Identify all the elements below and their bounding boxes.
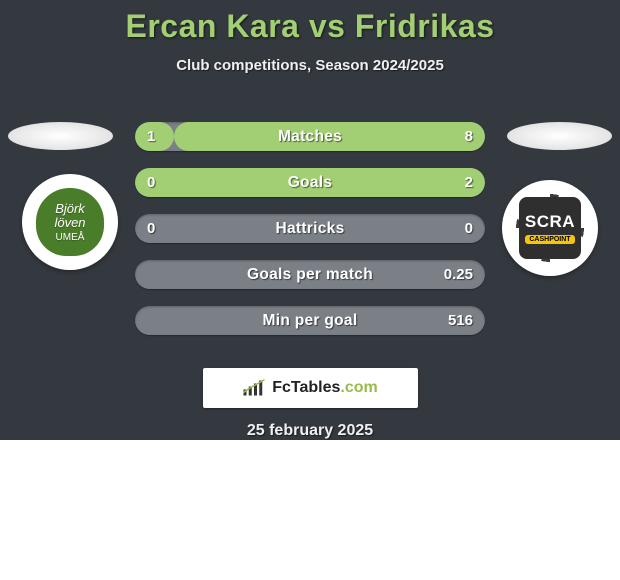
flag-right	[507, 122, 612, 150]
brand-name: FcTables	[272, 379, 340, 396]
stat-label: Matches	[135, 122, 485, 151]
date-text: 25 february 2025	[0, 422, 620, 440]
club-right-sponsor: CASHPOINT	[525, 235, 574, 244]
club-left-line3: UMEÅ	[56, 232, 85, 243]
stat-label: Goals	[135, 168, 485, 197]
stat-label: Hattricks	[135, 214, 485, 243]
club-logo-left-text: Björk löven UMEÅ	[22, 202, 118, 244]
stat-row: 1Matches8	[135, 122, 485, 151]
stat-label: Goals per match	[135, 260, 485, 289]
club-left-line2: löven	[54, 215, 85, 230]
stat-value-right: 2	[465, 168, 473, 197]
club-logo-right: SCRA CASHPOINT	[502, 180, 598, 276]
subtitle: Club competitions, Season 2024/2025	[0, 57, 620, 74]
stat-value-right: 516	[448, 306, 473, 335]
stat-row: 0Goals2	[135, 168, 485, 197]
chart-icon	[242, 378, 266, 398]
brand-text: FcTables.com	[272, 379, 378, 397]
stat-row: Goals per match0.25	[135, 260, 485, 289]
stat-label: Min per goal	[135, 306, 485, 335]
club-logo-left: Björk löven UMEÅ	[22, 174, 118, 270]
club-right-abbr: SCRA	[525, 212, 575, 232]
stat-value-right: 0.25	[444, 260, 473, 289]
stat-row: 0Hattricks0	[135, 214, 485, 243]
stat-value-right: 0	[465, 214, 473, 243]
flag-left	[8, 122, 113, 150]
stat-row: Min per goal516	[135, 306, 485, 335]
stat-value-right: 8	[465, 122, 473, 151]
brand-badge[interactable]: FcTables.com	[203, 368, 418, 408]
stat-rows: 1Matches80Goals20Hattricks0Goals per mat…	[135, 122, 485, 335]
page-title: Ercan Kara vs Fridrikas	[0, 0, 620, 45]
brand-suffix: .com	[340, 379, 377, 396]
comparison-card: Ercan Kara vs Fridrikas Club competition…	[0, 0, 620, 440]
